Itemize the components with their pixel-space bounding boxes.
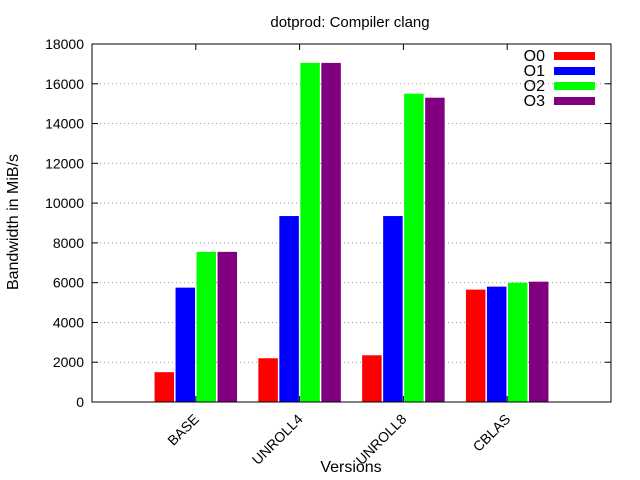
legend-label-O1: O1 (524, 63, 545, 80)
x-axis-label: Versions (320, 459, 381, 476)
plot-frame (91, 43, 612, 403)
y-axis-ticks: 0 2000 4000 6000 8000 10000 12000 14000 16000 180… (45, 36, 611, 410)
bar-O2-CBLAS (507, 282, 528, 402)
legend-label-O0: O0 (524, 48, 545, 65)
bars (154, 62, 549, 403)
bar-O1-UNROLL4 (279, 216, 299, 402)
bar-O1-UNROLL8 (383, 216, 403, 402)
y-tick-label: 6000 (53, 275, 84, 291)
y-tick-label: 2000 (53, 354, 84, 370)
chart-title: dotprod: Compiler clang (270, 14, 429, 31)
bar-O0-UNROLL8 (362, 355, 382, 402)
bar-O1-CBLAS (486, 286, 507, 402)
y-tick-label: 10000 (45, 195, 84, 211)
y-tick-label: 14000 (45, 116, 84, 132)
bar-O0-BASE (154, 372, 175, 402)
bar-O3-BASE (217, 251, 238, 402)
bar-O0-UNROLL4 (258, 358, 278, 402)
bar-O0-CBLAS (465, 289, 486, 402)
bar-O2-BASE (196, 251, 217, 402)
y-tick-label: 16000 (45, 76, 84, 92)
bar-O2-UNROLL4 (300, 62, 320, 403)
y-tick-label: 4000 (53, 314, 84, 330)
y-tick-label: 0 (76, 394, 84, 410)
y-tick-label: 8000 (53, 235, 84, 251)
legend-label-O2: O2 (524, 78, 545, 95)
bar-O3-CBLAS (528, 281, 549, 402)
bar-O3-UNROLL4 (321, 62, 341, 403)
y-tick-label: 18000 (45, 36, 84, 52)
bar-O3-UNROLL8 (425, 97, 445, 402)
bar-O1-BASE (175, 287, 196, 402)
y-tick-label: 12000 (45, 155, 84, 171)
legend-label-O3: O3 (524, 93, 545, 110)
legend-swatch-O0 (554, 52, 595, 60)
legend-swatch-O1 (554, 67, 595, 75)
legend-swatch-O2 (554, 82, 595, 90)
y-axis-label: Bandwidth in MiB/s (5, 154, 22, 290)
legend-swatch-O3 (554, 97, 595, 105)
bar-O2-UNROLL8 (404, 93, 424, 402)
